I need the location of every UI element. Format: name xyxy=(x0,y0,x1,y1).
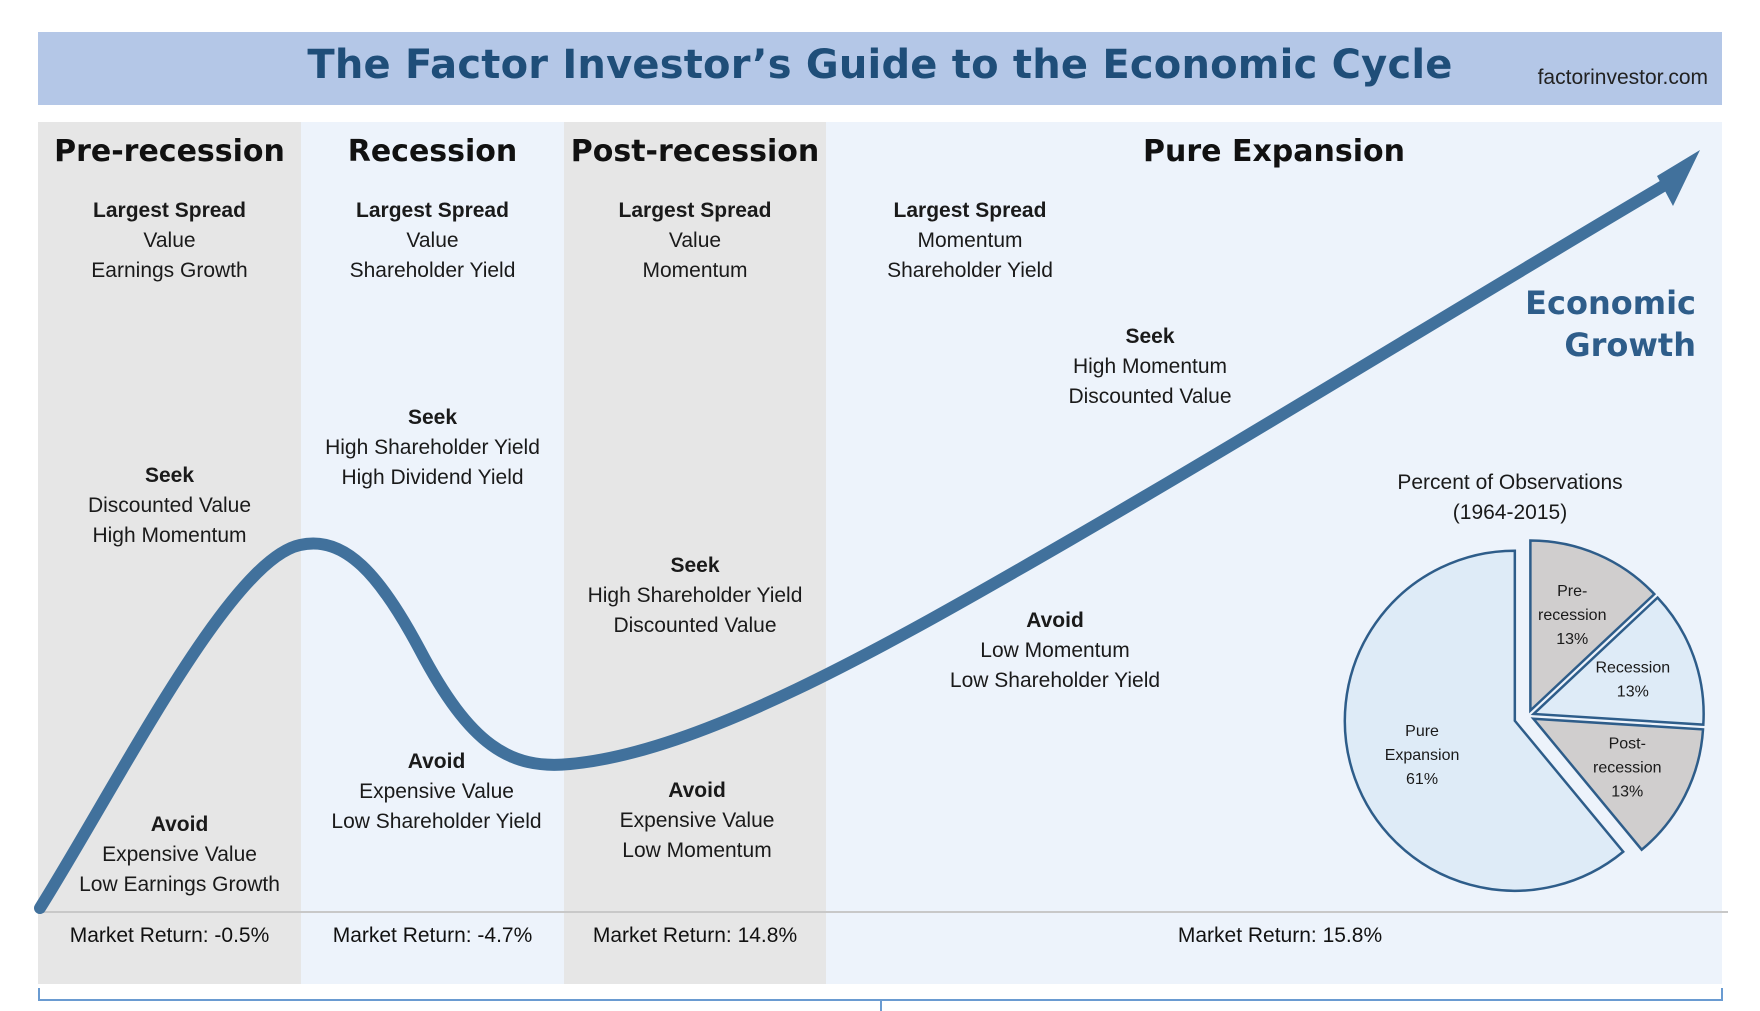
largest-spread-block: Largest Spread Momentum Shareholder Yiel… xyxy=(850,196,1090,286)
block-item: Low Earnings Growth xyxy=(79,873,280,896)
block-item: Earnings Growth xyxy=(91,259,248,282)
phase-title: Pure Expansion xyxy=(826,134,1722,169)
block-item: Expensive Value xyxy=(619,809,775,832)
block-item: Low Momentum xyxy=(622,839,772,862)
economic-growth-line: Economic xyxy=(1525,284,1696,322)
pie-title-line: (1964-2015) xyxy=(1452,501,1568,524)
phase-post-recession: Post-recession xyxy=(564,122,826,984)
block-item: Shareholder Yield xyxy=(887,259,1053,282)
economic-growth-label: Economic Growth xyxy=(1525,282,1696,366)
pie-slice-label: Pre-recession 13% xyxy=(1538,583,1606,648)
pie-slice-label: Recession 13% xyxy=(1595,659,1670,700)
block-heading: Largest Spread xyxy=(893,199,1047,222)
block-heading: Avoid xyxy=(668,779,726,802)
pie-chart: Pre-recession 13% Recession 13% Post-recessi… xyxy=(1343,539,1705,892)
pie-title: Percent of Observations (1964-2015) xyxy=(1350,468,1670,528)
largest-spread-block: Largest Spread Value Earnings Growth xyxy=(38,196,301,286)
site-url: factorinvestor.com xyxy=(1537,66,1708,89)
block-item: Low Shareholder Yield xyxy=(331,810,542,833)
seek-block: Seek High Shareholder Yield Discounted V… xyxy=(564,551,826,641)
block-item: High Shareholder Yield xyxy=(587,584,803,607)
phase-title: Post-recession xyxy=(570,134,820,169)
block-heading: Avoid xyxy=(407,750,466,773)
largest-spread-block: Largest Spread Value Momentum xyxy=(564,196,826,286)
market-return: Market Return: 15.8% xyxy=(1177,924,1383,947)
economic-cycle-curve xyxy=(34,170,1686,914)
block-heading: Largest Spread xyxy=(618,199,772,222)
block-item: Discounted Value xyxy=(87,494,252,517)
block-item: High Shareholder Yield xyxy=(325,436,540,459)
block-heading: Seek xyxy=(1125,325,1175,348)
curve-arrowhead xyxy=(1657,150,1700,206)
market-return: Market Return: -0.5% xyxy=(69,924,270,947)
pie-slice-label: Post-recession 13% xyxy=(1593,736,1661,801)
page-title: The Factor Investor’s Guide to the Econo… xyxy=(307,42,1453,88)
block-item: High Dividend Yield xyxy=(341,466,524,489)
block-item: High Momentum xyxy=(92,524,247,547)
avoid-block: Avoid Expensive Value Low Earnings Growt… xyxy=(48,810,311,900)
block-item: Shareholder Yield xyxy=(349,259,516,282)
pie-slice-post-recession xyxy=(1530,717,1705,852)
block-item: Expensive Value xyxy=(359,780,514,803)
market-return: Market Return: -4.7% xyxy=(332,924,533,947)
block-heading: Avoid xyxy=(1026,609,1084,632)
pie-slice-label: Pure Expansion 61% xyxy=(1385,723,1460,788)
avoid-block: Avoid Low Momentum Low Shareholder Yield xyxy=(920,606,1190,696)
block-heading: Largest Spread xyxy=(93,199,246,222)
avoid-block: Avoid Expensive Value Low Momentum xyxy=(566,776,828,866)
economic-growth-line: Growth xyxy=(1564,326,1696,364)
baseline xyxy=(38,911,1728,913)
block-item: Discounted Value xyxy=(613,614,777,637)
block-item: Momentum xyxy=(917,229,1023,252)
phase-title: Pre-recession xyxy=(54,134,285,169)
block-item: Discounted Value xyxy=(1068,385,1232,408)
seek-block: Seek High Shareholder Yield High Dividen… xyxy=(301,403,564,493)
block-item: High Momentum xyxy=(1072,355,1228,378)
bottom-bracket xyxy=(38,988,1723,1011)
phase-title: Recession xyxy=(347,134,518,169)
market-return: Market Return: 14.8% xyxy=(592,924,798,947)
block-item: Value xyxy=(143,229,196,252)
pie-slice-pre-recession xyxy=(1529,539,1657,714)
pie-slice-pure-expansion xyxy=(1343,549,1625,892)
block-item: Expensive Value xyxy=(102,843,257,866)
block-heading: Seek xyxy=(144,464,195,487)
block-heading: Avoid xyxy=(150,813,209,836)
block-heading: Largest Spread xyxy=(356,199,509,222)
block-heading: Seek xyxy=(670,554,720,577)
phase-title-text: Pure Expansion xyxy=(1143,134,1405,169)
block-item: Value xyxy=(406,229,459,252)
seek-block: Seek High Momentum Discounted Value xyxy=(1030,322,1270,412)
title-band: The Factor Investor’s Guide to the Econo… xyxy=(38,32,1722,105)
block-item: Low Momentum xyxy=(980,639,1130,662)
pie-title-line: Percent of Observations xyxy=(1397,471,1623,494)
block-item: Value xyxy=(668,229,722,252)
seek-block: Seek Discounted Value High Momentum xyxy=(38,461,301,551)
avoid-block: Avoid Expensive Value Low Shareholder Yi… xyxy=(305,747,568,837)
block-heading: Seek xyxy=(407,406,458,429)
pie-slice-recession xyxy=(1530,595,1705,726)
block-item: Momentum xyxy=(642,259,748,282)
largest-spread-block: Largest Spread Value Shareholder Yield xyxy=(301,196,564,286)
block-item: Low Shareholder Yield xyxy=(949,669,1161,692)
